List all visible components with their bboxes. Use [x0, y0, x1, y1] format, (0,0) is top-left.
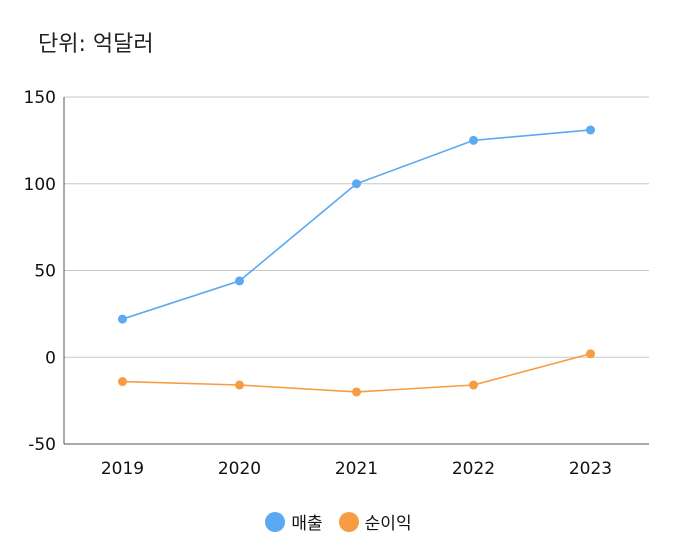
y-tick-label: 0 [45, 348, 56, 368]
y-tick-label: 150 [24, 88, 56, 108]
x-tick-label: 2020 [218, 459, 261, 479]
legend-label-net-income: 순이익 [364, 514, 412, 534]
data-point [586, 125, 595, 135]
legend-swatch-revenue [265, 511, 286, 532]
data-point [352, 179, 361, 189]
legend-label-revenue: 매출 [291, 514, 323, 534]
unit-label: 단위: 억달러 [38, 32, 154, 57]
x-tick-label: 2022 [452, 459, 495, 479]
legend: 매출 순이익 [0, 509, 677, 534]
y-tick-label: 100 [24, 175, 56, 195]
series-line-revenue [122, 129, 591, 320]
x-tick-label: 2023 [569, 459, 612, 479]
data-point [235, 276, 244, 286]
legend-item-revenue[interactable]: 매출 [265, 509, 323, 534]
line-chart: 150 100 50 0 -50 2019 2020 2021 2022 2023 [24, 88, 649, 479]
legend-swatch-net-income [338, 511, 359, 532]
data-point [118, 377, 127, 387]
y-tick-label: -50 [28, 435, 56, 455]
data-point [469, 135, 478, 145]
data-point [118, 314, 127, 324]
x-tick-label: 2019 [101, 459, 144, 479]
data-point [352, 387, 361, 397]
legend-item-net-income[interactable]: 순이익 [338, 509, 412, 534]
data-point [586, 349, 595, 359]
y-tick-label: 50 [34, 262, 56, 282]
series-line-net-income [122, 353, 591, 393]
x-tick-label: 2021 [335, 459, 378, 479]
data-point [469, 380, 478, 390]
data-point [235, 380, 244, 390]
